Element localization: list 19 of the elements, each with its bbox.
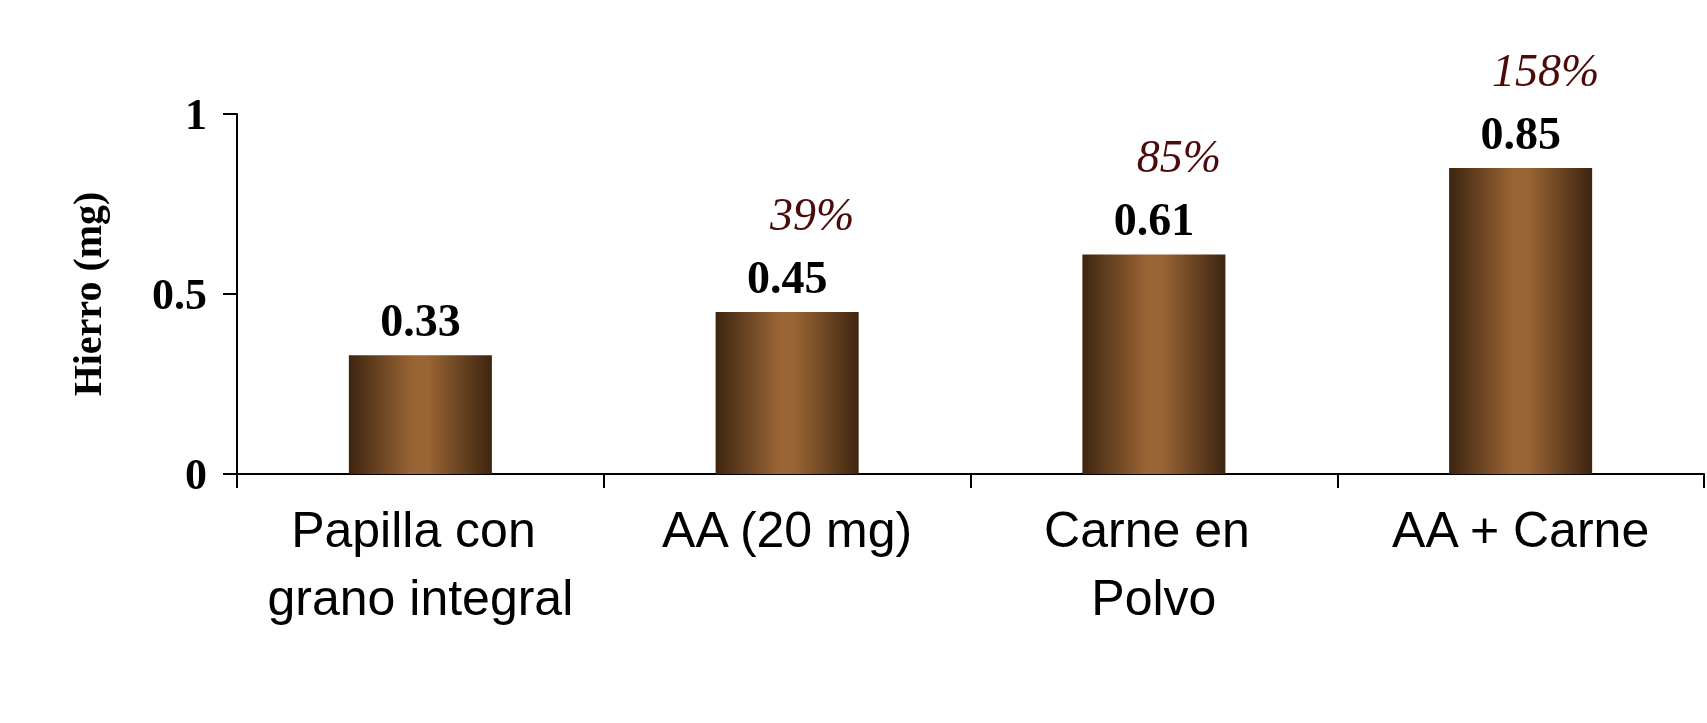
annotation: 158%	[1491, 44, 1600, 96]
data-label: 0.45	[746, 251, 828, 303]
bar	[715, 312, 859, 474]
y-tick-label: 0	[185, 449, 207, 499]
data-label: 0.85	[1480, 107, 1561, 159]
annotation: 85%	[1136, 130, 1222, 182]
x-tick-label: Carne en Polvo	[1044, 502, 1264, 626]
x-tick-label: AA + Carne	[1392, 502, 1650, 558]
y-axis-title: Hierro (mg)	[64, 191, 110, 397]
data-label: 0.33	[380, 294, 461, 346]
y-tick-label: 1	[185, 89, 207, 139]
y-tick-label: 0.5	[152, 269, 207, 319]
bar	[1082, 254, 1226, 474]
annotation: 39%	[768, 188, 855, 240]
bar	[348, 355, 492, 474]
x-tick-label: AA (20 mg)	[662, 502, 913, 558]
data-label: 0.61	[1113, 193, 1195, 245]
bar	[1449, 168, 1593, 474]
x-tick-label: Papilla con grano integral	[267, 502, 574, 626]
